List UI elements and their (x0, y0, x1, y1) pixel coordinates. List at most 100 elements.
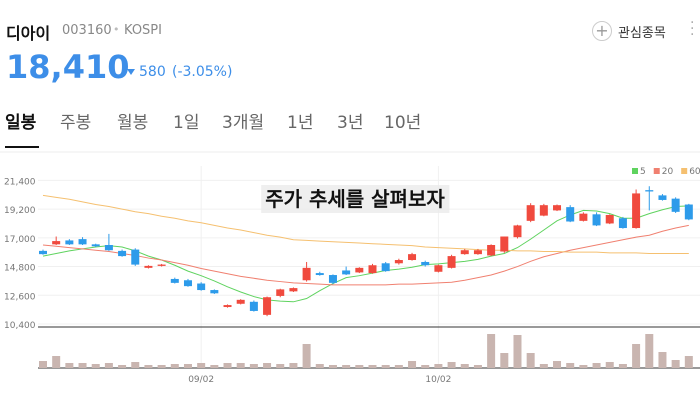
candle-body (434, 265, 443, 272)
candle-body (658, 195, 667, 200)
tab[interactable]: 주봉 (60, 113, 92, 133)
volume-bar (210, 365, 219, 368)
volume-bar (157, 365, 166, 368)
volume-bar (302, 344, 311, 368)
volume-bar (487, 334, 496, 368)
separator: • (113, 23, 120, 36)
add-icon[interactable]: + (592, 21, 612, 41)
volume-bar (315, 364, 324, 368)
stock-code: 003160 (62, 23, 112, 38)
change-percent: (-3.05%) (172, 64, 233, 80)
volume-bar (65, 363, 74, 368)
candle-body (579, 213, 588, 221)
down-arrow (127, 69, 135, 75)
candle-body (210, 290, 219, 294)
candle-body (381, 263, 390, 272)
candle-body (618, 218, 627, 229)
candle-body (460, 250, 469, 255)
volume-bar (539, 364, 548, 368)
volume-bar (276, 364, 285, 368)
candle-body (513, 225, 522, 238)
candle-body (605, 214, 614, 224)
tab[interactable]: 3년 (337, 113, 364, 133)
volume-bar (328, 365, 337, 368)
volume-bar (618, 364, 627, 368)
tab[interactable]: 일봉 (5, 113, 37, 133)
volume-bar (342, 365, 351, 368)
volume-bar (671, 360, 680, 368)
tab[interactable]: 10년 (384, 113, 422, 133)
watch-button[interactable]: 관심종목 (618, 26, 666, 41)
market: KOSPI (124, 23, 162, 38)
candle-body (302, 267, 311, 281)
candle-body (104, 245, 113, 251)
price: 18,410 (6, 48, 130, 86)
x-tick-label: 10/02 (425, 375, 451, 385)
volume-bar (645, 334, 654, 368)
volume-bar (91, 364, 100, 368)
volume-bar (52, 356, 61, 368)
legend-swatch (681, 168, 688, 174)
overlay-text: 주가 추세를 살펴보자 (265, 187, 445, 211)
volume-bar (447, 362, 456, 368)
volume-bar (460, 364, 469, 368)
overlay-background (261, 185, 450, 213)
change: 580 (139, 64, 166, 80)
candle-body (526, 205, 535, 221)
x-tick-label: 09/02 (188, 375, 214, 385)
volume-bar (104, 363, 113, 368)
more-menu[interactable]: · · · (690, 15, 695, 43)
legend-label: 60 (689, 167, 700, 177)
y-tick-label: 12,600 (4, 292, 36, 302)
volume-bar (394, 365, 403, 368)
candle-body (289, 288, 298, 292)
candle-body (263, 297, 272, 315)
candle-body (223, 305, 232, 308)
volume-bar (632, 344, 641, 368)
legend-label: 20 (662, 167, 674, 177)
y-tick-label: 14,800 (4, 264, 36, 274)
volume-bar (553, 361, 562, 368)
volume-bar (566, 363, 575, 368)
volume-bar (183, 364, 192, 368)
ma-line (42, 194, 689, 254)
candle-body (684, 204, 693, 220)
legend-swatch (653, 168, 660, 174)
volume-bar (289, 363, 298, 368)
tab[interactable]: 1일 (173, 113, 200, 133)
volume-bar (579, 365, 588, 368)
volume-bar (78, 363, 87, 368)
candle-body (368, 265, 377, 274)
volume-bar (197, 363, 206, 368)
volume-bar (368, 365, 377, 368)
tab[interactable]: 1년 (287, 113, 314, 133)
candle-body (52, 241, 61, 245)
tab[interactable]: 월봉 (117, 113, 149, 133)
y-tick-label: 19,200 (4, 206, 36, 216)
y-tick-label: 10,400 (4, 321, 36, 331)
volume-bar (684, 356, 693, 368)
tab-underline (5, 146, 39, 148)
candle-body (249, 301, 258, 311)
tab[interactable]: 3개월 (222, 113, 265, 133)
candle-body (328, 275, 337, 283)
candle-body (78, 239, 87, 245)
candle-body (447, 256, 456, 268)
volume-bar (131, 362, 140, 368)
legend-swatch (632, 168, 638, 174)
volume-bar (592, 363, 601, 368)
candle-body (473, 250, 482, 255)
volume-bar (144, 365, 153, 368)
volume-bar (513, 335, 522, 368)
candle-body (91, 244, 100, 247)
candle-body (671, 198, 680, 212)
candle-body (118, 250, 127, 257)
volume-bar (118, 365, 127, 368)
candle-body (236, 299, 245, 304)
candle-body (632, 193, 641, 229)
legend-label: 5 (640, 167, 646, 177)
candle-body (276, 289, 285, 296)
volume-bar (39, 361, 47, 368)
volume-bar (421, 365, 430, 368)
